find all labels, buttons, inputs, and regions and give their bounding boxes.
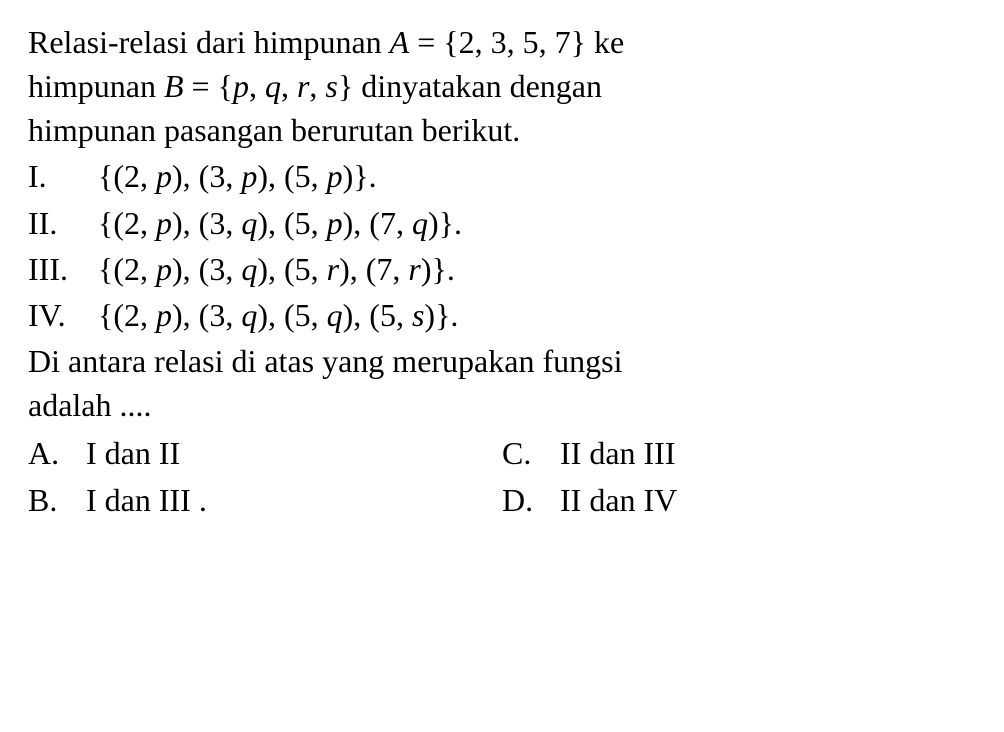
set-var: q: [241, 297, 257, 333]
option-label: A.: [28, 431, 86, 475]
set-text: ), (5,: [257, 205, 326, 241]
roman-content: {(2, p), (3, q), (5, p), (7, q)}.: [98, 201, 976, 245]
set-text: ), (3,: [172, 251, 241, 287]
roman-item-iv: IV. {(2, p), (3, q), (5, q), (5, s)}.: [28, 293, 976, 337]
set-var: s: [412, 297, 424, 333]
q-text: = {: [184, 68, 233, 104]
set-text: {(2,: [98, 158, 156, 194]
question-stem: Relasi-relasi dari himpunan A = {2, 3, 5…: [28, 20, 976, 152]
set-var: q: [412, 205, 428, 241]
q-text: himpunan pasangan berurutan berikut.: [28, 112, 520, 148]
q-var-a: A: [390, 24, 410, 60]
roman-content: {(2, p), (3, p), (5, p)}.: [98, 154, 976, 198]
set-text: ), (5,: [257, 251, 326, 287]
set-var: p: [241, 158, 257, 194]
q-var-b: B: [164, 68, 184, 104]
roman-label: III.: [28, 247, 98, 291]
option-label: B.: [28, 478, 86, 522]
roman-list: I. {(2, p), (3, p), (5, p)}. II. {(2, p)…: [28, 154, 976, 337]
option-a: A. I dan II: [28, 431, 502, 475]
roman-label: II.: [28, 201, 98, 245]
q-text: ,: [309, 68, 325, 104]
set-text: ), (5,: [257, 297, 326, 333]
roman-label: IV.: [28, 293, 98, 337]
set-var: p: [156, 158, 172, 194]
roman-item-i: I. {(2, p), (3, p), (5, p)}.: [28, 154, 976, 198]
set-text: {(2,: [98, 297, 156, 333]
option-text: I dan II: [86, 431, 502, 475]
set-var: p: [327, 205, 343, 241]
set-text: ), (5,: [343, 297, 412, 333]
set-var: r: [408, 251, 420, 287]
set-var: p: [156, 251, 172, 287]
set-text: ), (5,: [257, 158, 326, 194]
set-text: ), (7,: [343, 205, 412, 241]
q-var-p: p: [233, 68, 249, 104]
set-var: r: [327, 251, 339, 287]
option-text: I dan III .: [86, 478, 502, 522]
question-prompt: Di antara relasi di atas yang merupakan …: [28, 339, 976, 427]
set-text: ), (3,: [172, 158, 241, 194]
roman-item-iii: III. {(2, p), (3, q), (5, r), (7, r)}.: [28, 247, 976, 291]
roman-label: I.: [28, 154, 98, 198]
q-text: ,: [281, 68, 297, 104]
answer-options: A. I dan II C. II dan III B. I dan III .…: [28, 431, 976, 523]
option-c: C. II dan III: [502, 431, 976, 475]
q-var-r: r: [297, 68, 309, 104]
set-var: q: [241, 251, 257, 287]
q-text: Relasi-relasi dari himpunan: [28, 24, 390, 60]
set-text: )}.: [343, 158, 377, 194]
q-text: himpunan: [28, 68, 164, 104]
set-text: )}.: [428, 205, 462, 241]
set-var: q: [241, 205, 257, 241]
q-text: = {2, 3, 5, 7} ke: [409, 24, 624, 60]
option-label: D.: [502, 478, 560, 522]
option-text: II dan III: [560, 431, 976, 475]
roman-content: {(2, p), (3, q), (5, r), (7, r)}.: [98, 247, 976, 291]
set-var: p: [156, 297, 172, 333]
set-var: p: [156, 205, 172, 241]
option-b: B. I dan III .: [28, 478, 502, 522]
set-text: ), (3,: [172, 297, 241, 333]
set-var: q: [327, 297, 343, 333]
set-text: ), (3,: [172, 205, 241, 241]
q-var-q: q: [265, 68, 281, 104]
q-var-s: s: [325, 68, 337, 104]
option-d: D. II dan IV: [502, 478, 976, 522]
set-text: {(2,: [98, 251, 156, 287]
set-text: {(2,: [98, 205, 156, 241]
q-text: ,: [249, 68, 265, 104]
set-var: p: [327, 158, 343, 194]
set-text: )}.: [424, 297, 458, 333]
set-text: ), (7,: [339, 251, 408, 287]
option-label: C.: [502, 431, 560, 475]
option-text: II dan IV: [560, 478, 976, 522]
roman-content: {(2, p), (3, q), (5, q), (5, s)}.: [98, 293, 976, 337]
prompt-line: adalah ....: [28, 387, 152, 423]
prompt-line: Di antara relasi di atas yang merupakan …: [28, 343, 622, 379]
roman-item-ii: II. {(2, p), (3, q), (5, p), (7, q)}.: [28, 201, 976, 245]
set-text: )}.: [421, 251, 455, 287]
q-text: } dinyatakan dengan: [338, 68, 602, 104]
